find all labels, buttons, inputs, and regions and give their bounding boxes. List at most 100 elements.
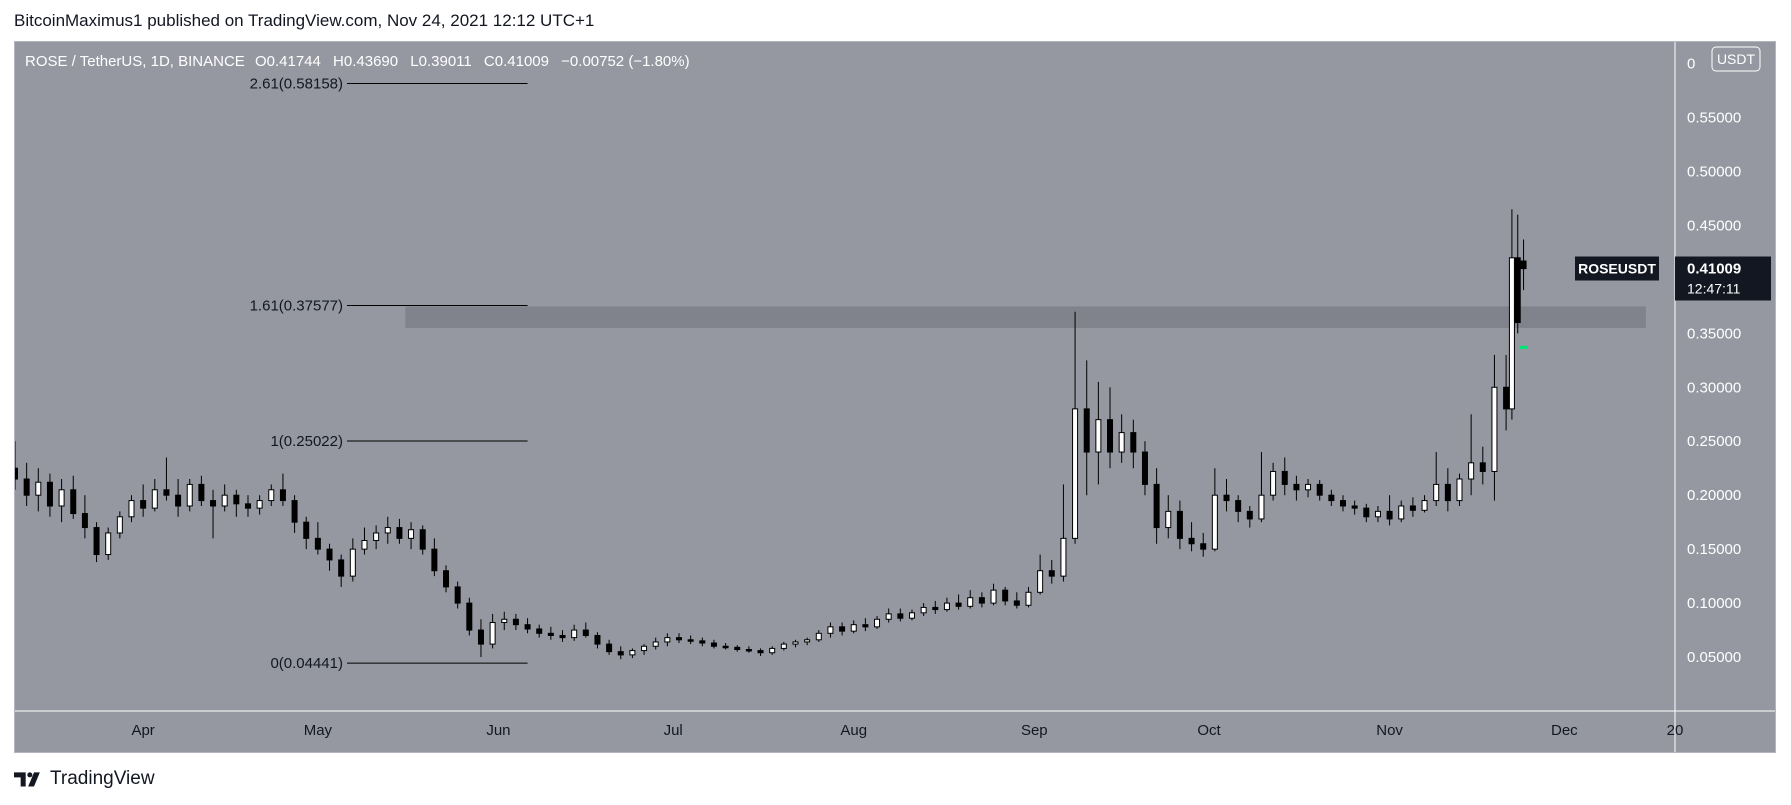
plot-background [15, 42, 1775, 752]
candle-body [279, 489, 286, 502]
chart-frame[interactable]: 2.61(0.58158) 1.61(0.37577) 1(0.25022) 0(0.… [14, 41, 1776, 753]
fib-level-label: 1(0.25022) [270, 433, 343, 450]
candle-body [1211, 494, 1218, 550]
candle [163, 457, 170, 501]
x-tick-label: 20 [1667, 722, 1684, 739]
candle [408, 522, 415, 550]
candle-body [943, 602, 950, 611]
candle-body [932, 606, 939, 611]
candle [396, 518, 403, 544]
y-tick-label: 0.35000 [1687, 325, 1741, 342]
high-value: 0.43690 [344, 53, 398, 70]
open-label: O [255, 53, 267, 70]
candle-body [1235, 500, 1242, 512]
x-tick-label: Oct [1197, 722, 1221, 739]
candle-body [664, 637, 671, 643]
candle-body [862, 624, 869, 628]
candle-body [35, 481, 42, 496]
candle [897, 608, 904, 622]
candle [116, 511, 123, 539]
x-tick-label: Dec [1551, 722, 1578, 739]
candle [699, 637, 706, 647]
candle [1316, 480, 1323, 501]
candle [443, 565, 450, 593]
candle [70, 475, 77, 519]
candle [384, 516, 391, 544]
candle [46, 473, 53, 517]
candle-body [1141, 451, 1148, 485]
candle-body [303, 521, 310, 539]
candle-body [326, 548, 333, 561]
x-tick-label: May [304, 722, 333, 739]
candle [1130, 419, 1137, 469]
candle-body [1479, 462, 1486, 472]
candle [1048, 559, 1055, 584]
candle [1107, 387, 1114, 469]
close-value: 0.41009 [495, 53, 549, 70]
symbol-line: ROSE / TetherUS, 1D, BINANCE O0.41744 H0… [25, 53, 690, 70]
candle-body [105, 532, 112, 556]
last-price-box [1675, 256, 1771, 301]
candle-body [1037, 570, 1044, 593]
candle [571, 624, 578, 641]
candle-body [268, 489, 275, 502]
y-tick-label: 0.50000 [1687, 163, 1741, 180]
candle [1503, 354, 1510, 431]
candle-body [1456, 478, 1463, 502]
candle-body [1468, 462, 1475, 480]
candle-body [1491, 386, 1498, 472]
candle [1060, 484, 1067, 582]
candle-body [710, 642, 717, 647]
candle [23, 462, 30, 506]
candle-body [1444, 483, 1451, 502]
footer: TradingView [14, 768, 155, 790]
candle-body [629, 650, 636, 656]
candle-body [477, 629, 484, 645]
currency-badge[interactable]: USDT [1711, 46, 1761, 72]
x-tick-label: Sep [1021, 722, 1048, 739]
candle [501, 611, 508, 631]
candle [81, 495, 88, 539]
candle [524, 618, 531, 634]
candle [1165, 495, 1172, 539]
candle [943, 597, 950, 612]
candle [186, 479, 193, 512]
candle-body [489, 622, 496, 645]
candle [559, 630, 566, 642]
candle [1235, 495, 1242, 523]
candle-body [827, 626, 834, 634]
candle [547, 626, 554, 640]
low-label: L [410, 53, 418, 70]
candle-body [1293, 483, 1300, 491]
candle [990, 583, 997, 606]
last-price-value: 0.41009 [1687, 260, 1741, 277]
resistance-zone [405, 306, 1646, 328]
candle-body [396, 527, 403, 539]
candle-body [1514, 257, 1521, 324]
candle-body [210, 500, 217, 507]
candle [93, 522, 100, 563]
candle-body [1328, 494, 1335, 502]
candle-body [559, 634, 566, 639]
candle [1444, 468, 1451, 512]
candle [256, 495, 263, 515]
candle-body [1351, 505, 1358, 509]
y-tick-label: 0.10000 [1687, 595, 1741, 612]
candle-body [221, 494, 228, 507]
candle [1374, 505, 1381, 523]
candle-body [1508, 257, 1515, 410]
candle [361, 527, 368, 555]
candle-body [1083, 408, 1090, 453]
candle-body [1363, 507, 1370, 518]
candle [1083, 360, 1090, 496]
candle [1037, 554, 1044, 595]
x-tick-label: Jun [486, 722, 510, 739]
candle [815, 630, 822, 642]
price-chart[interactable]: 2.61(0.58158) 1.61(0.37577) 1(0.25022) 0(0.… [15, 42, 1775, 752]
candle-body [757, 650, 764, 654]
candle-body [582, 629, 589, 636]
candle [221, 484, 228, 512]
candle [676, 633, 682, 644]
candle [664, 633, 671, 647]
candle-body [606, 643, 613, 653]
